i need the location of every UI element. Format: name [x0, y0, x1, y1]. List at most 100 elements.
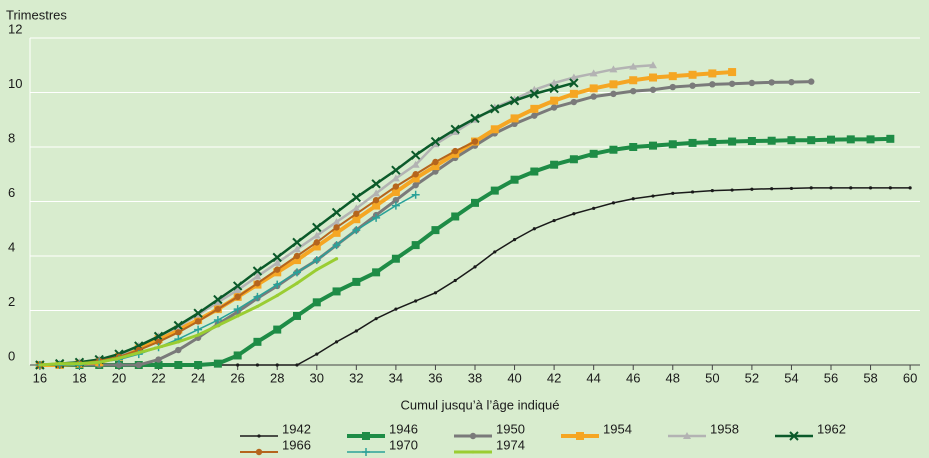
marker: [213, 298, 222, 306]
marker: [609, 80, 618, 89]
x-tick-label: 50: [705, 370, 719, 385]
y-tick-label: 12: [8, 21, 22, 36]
marker: [233, 351, 242, 360]
legend-label: 1946: [389, 421, 418, 436]
marker: [372, 196, 380, 204]
marker: [354, 329, 358, 333]
marker: [156, 345, 161, 349]
marker: [312, 231, 321, 239]
x-tick-label: 20: [112, 370, 126, 385]
marker: [293, 256, 301, 265]
marker: [275, 363, 279, 367]
marker: [255, 304, 260, 309]
marker: [213, 294, 223, 305]
marker: [295, 363, 299, 367]
marker: [829, 186, 833, 190]
marker: [471, 450, 475, 454]
marker: [295, 281, 299, 285]
marker: [767, 136, 776, 145]
marker: [808, 78, 815, 85]
marker: [233, 305, 242, 314]
marker: [688, 138, 697, 147]
marker: [469, 432, 477, 440]
marker: [391, 187, 400, 196]
marker: [471, 198, 479, 207]
marker: [353, 210, 360, 217]
marker: [509, 95, 520, 106]
marker: [255, 363, 260, 367]
marker: [155, 356, 162, 363]
marker: [272, 252, 282, 263]
marker: [789, 431, 799, 441]
marker: [649, 86, 657, 93]
marker: [750, 187, 754, 191]
marker: [257, 434, 261, 438]
marker: [629, 76, 638, 85]
marker: [589, 149, 598, 158]
marker: [668, 72, 677, 81]
marker: [550, 160, 559, 169]
marker: [432, 158, 439, 166]
x-tick-label: 46: [626, 370, 640, 385]
marker: [490, 104, 500, 114]
legend-label: 1966: [282, 437, 311, 452]
x-tick-label: 38: [468, 370, 482, 385]
marker: [372, 268, 381, 277]
marker: [334, 257, 339, 261]
legend-label: 1970: [389, 437, 418, 452]
x-tick-label: 42: [547, 370, 561, 385]
y-axis-label: Trimestres: [6, 7, 67, 22]
marker: [532, 227, 536, 231]
marker: [450, 124, 460, 134]
marker: [649, 141, 657, 150]
marker: [352, 226, 361, 235]
marker: [609, 65, 618, 73]
legend-label: 1962: [817, 421, 846, 436]
marker: [137, 351, 141, 355]
marker: [510, 114, 519, 123]
marker: [352, 215, 361, 224]
marker: [312, 242, 321, 251]
x-tick-label: 52: [745, 370, 759, 385]
marker: [592, 206, 596, 210]
marker: [570, 98, 578, 106]
marker: [789, 186, 794, 191]
marker: [275, 293, 279, 298]
marker: [530, 104, 539, 113]
marker: [569, 78, 579, 88]
marker: [38, 363, 42, 367]
marker: [886, 134, 895, 143]
y-tick-label: 4: [8, 239, 15, 254]
marker: [352, 277, 361, 286]
marker: [293, 252, 301, 260]
marker: [411, 160, 420, 168]
marker: [728, 80, 736, 87]
marker: [372, 201, 381, 210]
marker: [572, 212, 576, 216]
marker: [362, 448, 370, 456]
x-tick-label: 16: [33, 370, 47, 385]
marker: [213, 359, 222, 368]
marker: [493, 250, 497, 254]
marker: [194, 361, 203, 369]
marker: [214, 305, 222, 313]
x-tick-label: 34: [389, 370, 403, 385]
marker: [787, 136, 796, 145]
marker: [332, 217, 341, 225]
x-tick-label: 56: [824, 370, 838, 385]
legend-label: 1958: [710, 421, 739, 436]
legend-label: 1950: [496, 421, 525, 436]
marker: [293, 245, 301, 253]
y-tick-label: 0: [8, 348, 15, 363]
marker: [274, 266, 281, 273]
marker: [352, 204, 361, 212]
marker: [351, 192, 362, 203]
marker: [115, 361, 123, 369]
marker: [451, 212, 460, 221]
marker: [431, 226, 440, 235]
marker: [312, 222, 322, 233]
marker: [473, 265, 477, 269]
x-tick-label: 30: [310, 370, 324, 385]
marker: [252, 266, 263, 276]
